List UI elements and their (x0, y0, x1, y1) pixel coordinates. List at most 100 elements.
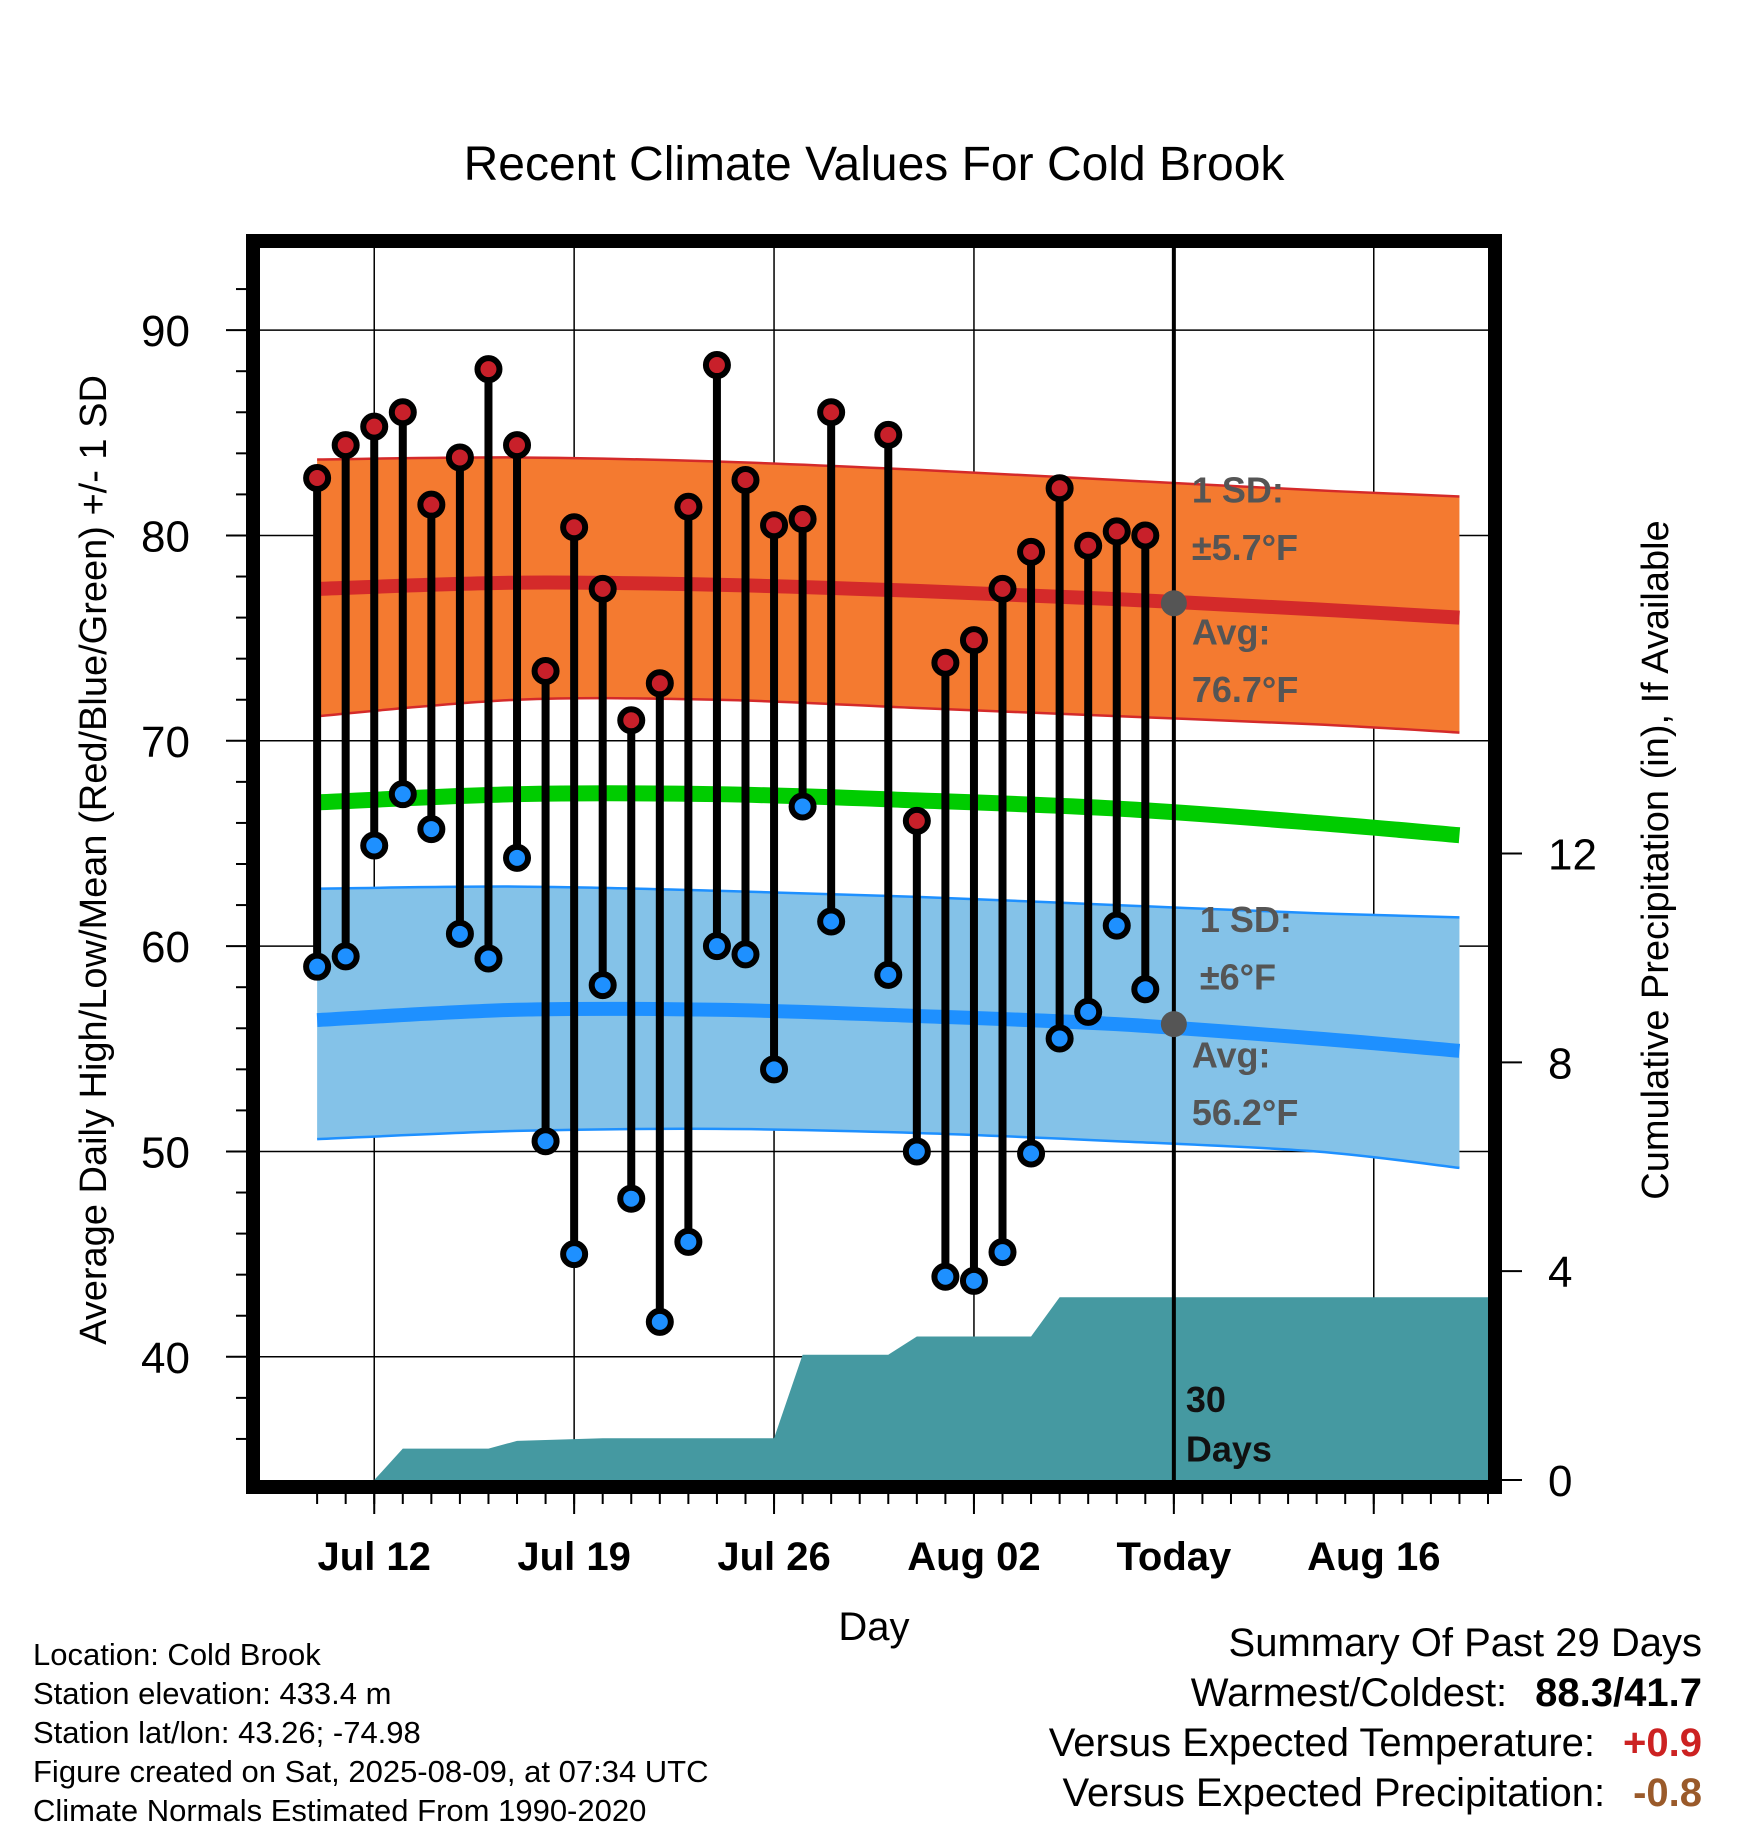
x-axis-label: Day (838, 1605, 909, 1649)
daily-high-point (931, 648, 960, 677)
daily-observations (303, 351, 1160, 1336)
temp-vs-expected-value: +0.9 (1623, 1721, 1702, 1765)
daily-high-point (674, 492, 703, 521)
y2-axis-label: Cumulative Precipitation (in), If Availa… (1635, 520, 1677, 1199)
x-tick-label: Jul 12 (318, 1535, 431, 1579)
x-tick-label: Jul 26 (717, 1535, 830, 1579)
temp-vs-expected-row: Versus Expected Temperature: +0.9 (1049, 1718, 1702, 1768)
daily-high-point (817, 398, 846, 427)
daily-high-point (445, 443, 474, 472)
y2-tick-label: 8 (1548, 1039, 1572, 1088)
precip-vs-expected-row: Versus Expected Precipitation: -0.8 (1049, 1768, 1702, 1818)
daily-high-point (1131, 521, 1160, 550)
y2-tick-label: 4 (1548, 1248, 1572, 1297)
daily-low-point (931, 1262, 960, 1291)
precip-area (374, 1297, 1488, 1480)
daily-low-point (959, 1266, 988, 1295)
days-label-line1: 30 (1186, 1379, 1226, 1420)
daily-high-point (417, 490, 446, 519)
low-sd-upper-line (317, 885, 1460, 919)
daily-high-point (588, 574, 617, 603)
today-avg-low-marker (1160, 1011, 1187, 1038)
daily-low-point (674, 1227, 703, 1256)
daily-high-point (1074, 531, 1103, 560)
daily-high-point (902, 806, 931, 835)
daily-low-point (445, 919, 474, 948)
avg-low-line (316, 1001, 1461, 1058)
axes-ticks (226, 288, 1522, 1514)
warmest-coldest-row: Warmest/Coldest: 88.3/41.7 (1049, 1668, 1702, 1718)
precip-vs-expected-label: Versus Expected Precipitation: (1062, 1771, 1606, 1815)
daily-low-point (503, 843, 532, 872)
daily-low-point (531, 1127, 560, 1156)
daily-low-point (788, 792, 817, 821)
today-avg-high-marker (1160, 590, 1187, 617)
daily-high-point (617, 706, 646, 735)
x-tick-label: Jul 19 (517, 1535, 630, 1579)
daily-low-point (1017, 1139, 1046, 1168)
daily-high-point (760, 511, 789, 540)
daily-low-point (588, 971, 617, 1000)
daily-low-point (560, 1240, 589, 1269)
normals-text: Climate Normals Estimated From 1990-2020 (33, 1793, 647, 1828)
y-tick-label: 70 (141, 718, 190, 767)
daily-low-point (702, 932, 731, 961)
low-sd-lower-line (317, 1127, 1460, 1170)
daily-low-point (1131, 975, 1160, 1004)
daily-high-point (560, 513, 589, 542)
low-sd-label: 1 SD: (1200, 899, 1292, 940)
daily-low-point (617, 1184, 646, 1213)
summary-title: Summary Of Past 29 Days (1228, 1621, 1702, 1665)
daily-high-point (1045, 474, 1074, 503)
x-tick-label: Aug 16 (1307, 1535, 1440, 1579)
daily-low-point (331, 942, 360, 971)
y-tick-label: 40 (141, 1334, 190, 1383)
daily-low-point (988, 1238, 1017, 1267)
created-text: Figure created on Sat, 2025-08-09, at 07… (33, 1754, 709, 1789)
temp-vs-expected-label: Versus Expected Temperature: (1048, 1721, 1596, 1765)
daily-low-point (874, 960, 903, 989)
elevation-text: Station elevation: 433.4 m (33, 1676, 392, 1711)
daily-high-point (303, 463, 332, 492)
daily-low-point (817, 907, 846, 936)
precip-vs-expected-value: -0.8 (1633, 1771, 1702, 1815)
high-sd-value: ±5.7°F (1192, 527, 1298, 568)
latlon-text: Station lat/lon: 43.26; -74.98 (33, 1715, 421, 1750)
daily-high-point (731, 466, 760, 495)
daily-low-point (474, 944, 503, 973)
plot-area: 1 SD: ±5.7°F Avg: 76.7°F 1 SD: ±6°F Avg: 56.2°F… (141, 234, 1597, 1579)
low-sd-value: ±6°F (1200, 956, 1276, 997)
daily-high-point (645, 669, 674, 698)
daily-low-point (1074, 997, 1103, 1026)
plot-frame (246, 234, 1502, 1494)
daily-high-point (988, 574, 1017, 603)
y-tick-label: 50 (141, 1128, 190, 1177)
warmest-coldest-value: 88.3/41.7 (1535, 1671, 1702, 1715)
station-info: Location: Cold Brook Station elevation: … (33, 1635, 709, 1830)
daily-high-point (474, 355, 503, 384)
y-tick-label: 90 (141, 307, 190, 356)
daily-high-point (503, 431, 532, 460)
high-sd-label: 1 SD: (1192, 470, 1284, 511)
location-text: Location: Cold Brook (33, 1637, 321, 1672)
daily-high-point (388, 398, 417, 427)
daily-low-point (417, 815, 446, 844)
daily-high-point (531, 656, 560, 685)
days-label-line2: Days (1186, 1429, 1272, 1470)
low-avg-value: 56.2°F (1192, 1092, 1298, 1133)
y-tick-label: 80 (141, 512, 190, 561)
y-tick-label: 60 (141, 923, 190, 972)
high-avg-value: 76.7°F (1192, 669, 1298, 710)
daily-low-point (1045, 1024, 1074, 1053)
daily-low-point (645, 1307, 674, 1336)
x-tick-label: Aug 02 (907, 1535, 1040, 1579)
high-avg-label: Avg: (1192, 611, 1271, 652)
daily-high-point (874, 420, 903, 449)
daily-high-point (331, 431, 360, 460)
daily-low-point (360, 831, 389, 860)
daily-low-point (388, 780, 417, 809)
y-axis-label: Average Daily High/Low/Mean (Red/Blue/Gr… (73, 375, 115, 1345)
daily-low-point (731, 940, 760, 969)
grid-lines (260, 248, 1488, 1480)
